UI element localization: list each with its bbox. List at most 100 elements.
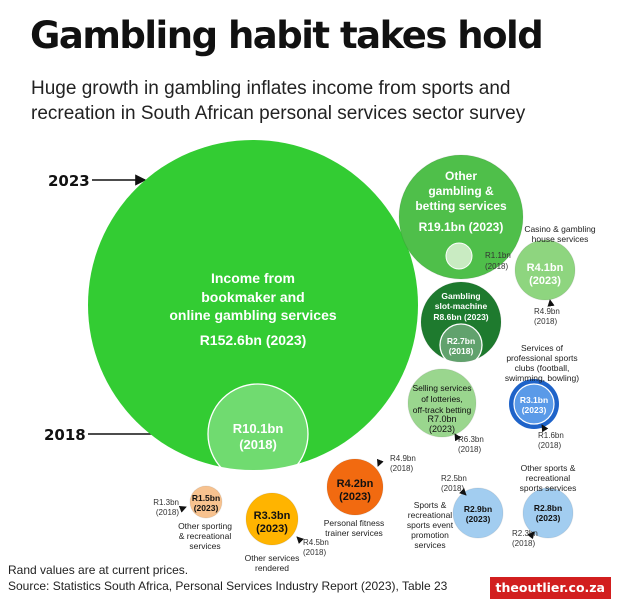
bubble-name-5-2: clubs (football, [515, 363, 570, 373]
bubble-2023-8 [189, 485, 223, 519]
bubble-2018-label-10-0: R2.3bn [512, 529, 538, 538]
chart-subtitle: Huge growth in gambling inflates income … [31, 78, 526, 124]
bubble-2018-label-6-1: (2018) [390, 464, 413, 473]
bubble-2018-label-2-1: (2018) [449, 346, 474, 356]
bubble-2018-5 [513, 383, 555, 425]
bubble-label-0-2: online gambling services [169, 307, 336, 323]
bubble-2018-label-1-0: R1.1bn [485, 251, 511, 260]
bubble-name-10-2: sports services [520, 483, 577, 493]
bubble-label-8-0: R1.5bn [192, 493, 220, 503]
bubble-2018-arrow-4 [454, 433, 462, 442]
bubble-label-1-0: Other [445, 169, 477, 183]
bubble-name-9-3: promotion [411, 530, 449, 540]
bubble-2018-0 [207, 383, 309, 485]
bubble-name-9-2: sports event [407, 520, 454, 530]
bubble-label-10-0: R2.8bn [534, 503, 562, 513]
bubble-label-1-3: R19.1bn (2023) [419, 220, 504, 234]
bubble-2018-arrow-8 [178, 505, 187, 513]
bubble-label-7-0: R3.3bn [254, 510, 291, 522]
bubble-2018-label-0-1: (2018) [239, 437, 277, 452]
bubble-label-4-1: of lotteries, [421, 394, 463, 404]
bubble-name-3-1: house services [532, 234, 589, 244]
bubble-2018-label-4-0: R6.3bn [458, 435, 484, 444]
bubble-name-5-1: professional sports [506, 353, 577, 363]
bubble-label-2-0: Gambling [441, 291, 480, 301]
bubble-label-10-1: (2023) [536, 513, 561, 523]
bubble-label-2-2: R8.6bn (2023) [433, 312, 488, 322]
bubble-name-8-2: services [189, 541, 220, 551]
bubble-2018-label-3-0: R4.9bn [534, 307, 560, 316]
bubble-label-3-0: R4.1bn [527, 262, 564, 274]
bubble-name-5-0: Services of [521, 343, 564, 353]
bubble-label-3-1: (2023) [529, 275, 561, 287]
bubble-2018-label-2-0: R2.7bn [447, 336, 475, 346]
bubble-2018-arrow-9 [458, 487, 467, 496]
bubble-2018-label-9-1: (2018) [441, 484, 464, 493]
bubble-label-6-0: R4.2bn [337, 478, 374, 490]
bubble-name-3-0: Casino & gambling [524, 224, 596, 234]
bubble-name-8-1: & recreational [179, 531, 232, 541]
brand-logo[interactable]: theoutlier.co.za [489, 577, 611, 599]
bubble-2018-label-1-1: (2018) [485, 262, 508, 271]
bubble-2018-label-8-1: (2018) [156, 508, 179, 517]
bubble-2023-1 [398, 154, 524, 280]
bubble-2018-arrow-6 [376, 458, 384, 467]
bubble-name-9-1: recreational [408, 510, 453, 520]
bubble-label-2-1: slot-machine [435, 301, 488, 311]
bubble-2018-arrow-7 [296, 536, 305, 545]
bubble-label-9-1: (2023) [466, 514, 491, 524]
bubble-2018-label-0-0: R10.1bn [233, 421, 284, 436]
footnote-prices: Rand values are at current prices. [8, 563, 189, 577]
bubble-name-7-1: rendered [255, 563, 289, 573]
bubble-name-6-0: Personal fitness [324, 518, 384, 528]
bubble-2018-label-5-1: (2018) [538, 441, 561, 450]
bubble-name-7-0: Other services [245, 553, 300, 563]
bubble-label-7-1: (2023) [256, 523, 288, 535]
bubble-2018-label-7-1: (2018) [303, 548, 326, 557]
bubble-name-9-4: services [414, 540, 445, 550]
bubble-2018-label-9-0: R2.5bn [441, 474, 467, 483]
bubble-2018-1 [445, 242, 473, 270]
bubble-label-4-2: off-track betting [413, 405, 472, 415]
bubble-2023-4 [407, 368, 477, 438]
bubble-2018-label-6-0: R4.9bn [390, 454, 416, 463]
bubble-2023-10 [522, 487, 574, 539]
bubble-2018-arrow-10 [527, 531, 535, 540]
bubble-label-5-1: (2023) [522, 405, 547, 415]
bubble-2023-3 [514, 239, 576, 301]
bubble-2023-7 [245, 492, 299, 546]
bubble-2018-label-8-0: R1.3bn [153, 498, 179, 507]
year-label-2018: 2018 [44, 426, 86, 444]
bubble-2018-arrow-5 [541, 424, 549, 433]
bubble-name-6-1: trainer services [325, 528, 383, 538]
bubble-2023-2 [420, 281, 502, 363]
bubble-name-5-3: swimming, bowling) [505, 373, 579, 383]
bubble-2018-label-4-1: (2018) [458, 445, 481, 454]
bubble-label-1-2: betting services [415, 199, 507, 213]
bubble-name-9-0: Sports & [414, 500, 447, 510]
bubble-label-1-1: gambling & [428, 184, 494, 198]
bubble-label-8-1: (2023) [194, 503, 219, 513]
bubble-2023-6 [326, 458, 384, 516]
bubble-label-4-0: Selling services [412, 383, 471, 393]
footnote-source: Source: Statistics South Africa, Persona… [8, 579, 448, 593]
bubble-2018-label-5-0: R1.6bn [538, 431, 564, 440]
bubble-label-5-0: R3.1bn [520, 395, 548, 405]
bubble-2018-label-3-1: (2018) [534, 317, 557, 326]
bubble-2018-label-7-0: R4.5bn [303, 538, 329, 547]
bubble-label-4-4: (2023) [429, 424, 455, 434]
bubble-label-4-3: R7.0bn [427, 414, 456, 424]
bubble-label-6-1: (2023) [339, 491, 371, 503]
bubble-2023-9 [452, 487, 504, 539]
bubble-label-0-3: R152.6bn (2023) [200, 332, 307, 348]
year-label-2023: 2023 [48, 172, 90, 190]
bubble-2018-2 [439, 323, 483, 367]
chart-title: Gambling habit takes hold [30, 14, 544, 57]
bubble-name-8-0: Other sporting [178, 521, 232, 531]
bubble-label-9-0: R2.9bn [464, 504, 492, 514]
bubble-name-10-1: recreational [526, 473, 571, 483]
bubble-2018-arrow-3 [547, 299, 555, 307]
bubble-name-10-0: Other sports & [521, 463, 576, 473]
bubble-label-0-1: bookmaker and [201, 289, 304, 305]
